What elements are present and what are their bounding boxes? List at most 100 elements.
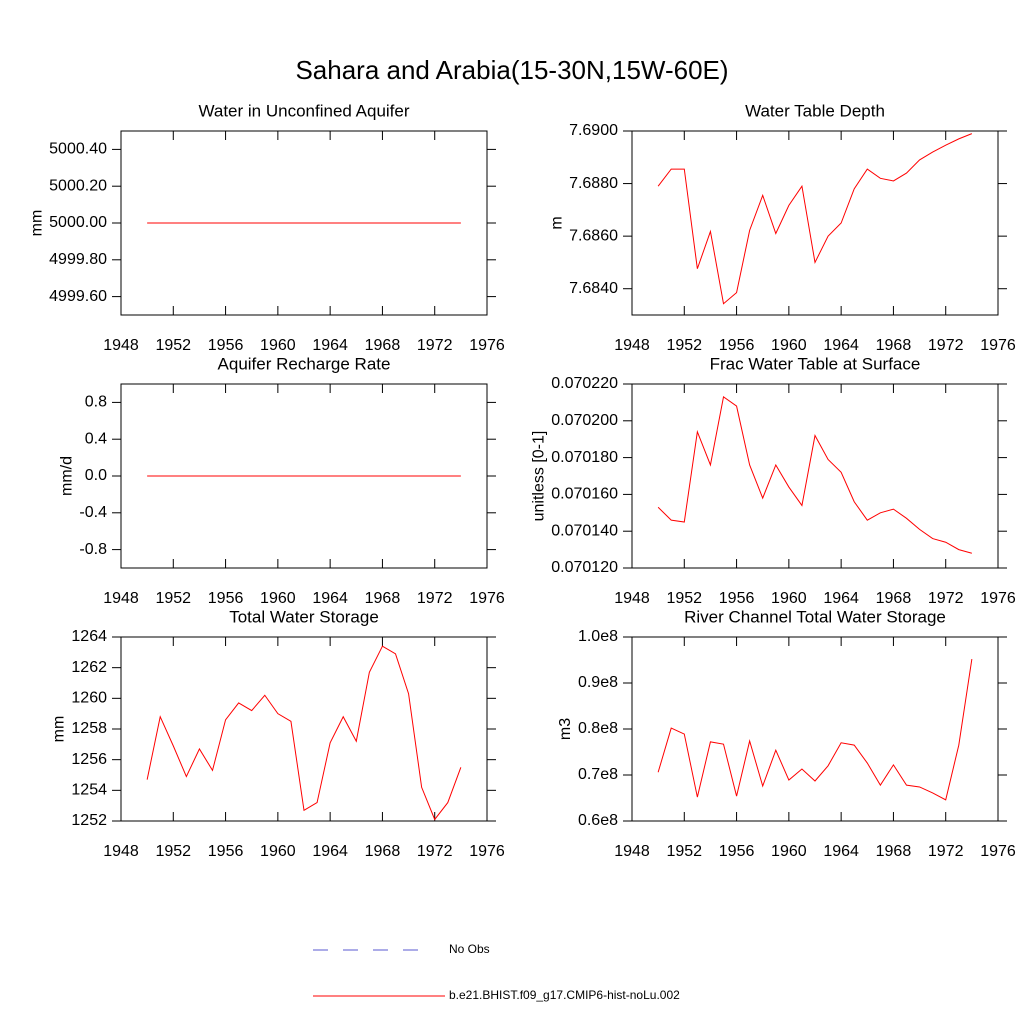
- y-tick-label: 1260: [71, 690, 107, 707]
- x-tick-label: 1964: [312, 843, 348, 860]
- plot-frame: [631, 130, 999, 316]
- x-tick-label: 1952: [666, 843, 702, 860]
- panel-title: Water Table Depth: [745, 101, 885, 120]
- y-axis-label: unitless [0-1]: [530, 431, 547, 522]
- x-tick-label: 1968: [365, 590, 401, 607]
- x-tick-label: 1976: [980, 337, 1016, 354]
- x-tick-label: 1956: [208, 337, 244, 354]
- x-tick-label: 1972: [417, 590, 453, 607]
- y-tick-label: 7.6860: [569, 227, 618, 244]
- x-tick-label: 1960: [771, 337, 807, 354]
- x-tick-label: 1948: [103, 337, 139, 354]
- panel-title: Water in Unconfined Aquifer: [198, 101, 409, 120]
- x-tick-label: 1964: [312, 590, 348, 607]
- x-tick-label: 1968: [365, 843, 401, 860]
- x-tick-label: 1952: [155, 590, 191, 607]
- panel-title: River Channel Total Water Storage: [684, 607, 946, 626]
- y-tick-label: 1252: [71, 812, 107, 829]
- y-tick-label: 0.8: [85, 394, 107, 411]
- x-tick-label: 1960: [260, 843, 296, 860]
- y-tick-label: 0.070220: [551, 375, 618, 392]
- y-tick-label: 5000.40: [49, 141, 107, 158]
- x-tick-label: 1952: [666, 590, 702, 607]
- plot-frame: [631, 636, 999, 822]
- y-tick-label: -0.8: [79, 541, 107, 558]
- y-tick-label: 0.6e8: [578, 812, 618, 829]
- series-line: [146, 645, 462, 821]
- x-tick-label: 1964: [312, 337, 348, 354]
- y-tick-label: -0.4: [79, 504, 107, 521]
- series-line: [657, 133, 973, 305]
- x-tick-label: 1956: [719, 843, 755, 860]
- y-tick-label: 1264: [71, 628, 107, 645]
- series-line: [657, 396, 972, 554]
- x-tick-label: 1964: [823, 590, 859, 607]
- y-tick-label: 1254: [71, 782, 107, 799]
- x-tick-label: 1976: [469, 590, 505, 607]
- y-tick-label: 0.070160: [551, 486, 618, 503]
- legend-label: b.e21.BHIST.f09_g17.CMIP6-hist-noLu.002: [449, 988, 680, 1002]
- plot-frame: [631, 383, 999, 569]
- x-tick-label: 1956: [719, 590, 755, 607]
- y-tick-label: 0.4: [85, 430, 107, 447]
- y-tick-label: 0.8e8: [578, 720, 618, 737]
- x-tick-label: 1956: [719, 337, 755, 354]
- panel-title: Aquifer Recharge Rate: [218, 354, 391, 373]
- y-tick-label: 1256: [71, 751, 107, 768]
- x-tick-label: 1964: [823, 843, 859, 860]
- y-tick-label: 7.6880: [569, 175, 618, 192]
- x-tick-label: 1972: [928, 590, 964, 607]
- y-axis-label: mm/d: [59, 456, 76, 496]
- x-tick-label: 1948: [614, 843, 650, 860]
- y-tick-label: 0.070200: [551, 412, 618, 429]
- x-tick-label: 1960: [771, 843, 807, 860]
- panel-title: Frac Water Table at Surface: [710, 354, 921, 373]
- x-tick-label: 1972: [928, 843, 964, 860]
- x-tick-label: 1976: [469, 843, 505, 860]
- x-tick-label: 1956: [208, 843, 244, 860]
- y-tick-label: 0.070180: [551, 449, 618, 466]
- x-tick-label: 1960: [771, 590, 807, 607]
- legend-label: No Obs: [449, 942, 490, 956]
- y-tick-label: 1262: [71, 659, 107, 676]
- series-line: [657, 659, 973, 801]
- x-tick-label: 1972: [417, 337, 453, 354]
- x-tick-label: 1960: [260, 337, 296, 354]
- x-tick-label: 1976: [980, 590, 1016, 607]
- x-tick-label: 1972: [928, 337, 964, 354]
- y-tick-label: 0.9e8: [578, 674, 618, 691]
- x-tick-label: 1964: [823, 337, 859, 354]
- x-tick-label: 1972: [417, 843, 453, 860]
- x-tick-label: 1948: [103, 843, 139, 860]
- x-tick-label: 1976: [980, 843, 1016, 860]
- x-tick-label: 1948: [103, 590, 139, 607]
- plot-frame: [120, 636, 488, 822]
- x-tick-label: 1968: [876, 337, 912, 354]
- y-tick-label: 0.070140: [551, 522, 618, 539]
- x-tick-label: 1948: [614, 590, 650, 607]
- figure-title: Sahara and Arabia(15-30N,15W-60E): [295, 55, 728, 85]
- x-tick-label: 1952: [155, 843, 191, 860]
- y-tick-label: 7.6840: [569, 280, 618, 297]
- y-axis-label: mm: [51, 716, 68, 743]
- x-tick-label: 1952: [666, 337, 702, 354]
- x-tick-label: 1952: [155, 337, 191, 354]
- y-tick-label: 0.7e8: [578, 766, 618, 783]
- x-tick-label: 1956: [208, 590, 244, 607]
- x-tick-label: 1976: [469, 337, 505, 354]
- y-tick-label: 1.0e8: [578, 628, 618, 645]
- y-tick-label: 5000.20: [49, 177, 107, 194]
- y-tick-label: 4999.80: [49, 251, 107, 268]
- x-tick-label: 1968: [365, 337, 401, 354]
- y-tick-label: 4999.60: [49, 288, 107, 305]
- x-tick-label: 1960: [260, 590, 296, 607]
- x-tick-label: 1948: [614, 337, 650, 354]
- y-axis-label: m: [548, 216, 565, 229]
- x-tick-label: 1968: [876, 843, 912, 860]
- y-axis-label: m3: [557, 718, 574, 740]
- x-tick-label: 1968: [876, 590, 912, 607]
- y-tick-label: 0.0: [85, 467, 107, 484]
- y-tick-label: 1258: [71, 720, 107, 737]
- panel-title: Total Water Storage: [229, 607, 379, 626]
